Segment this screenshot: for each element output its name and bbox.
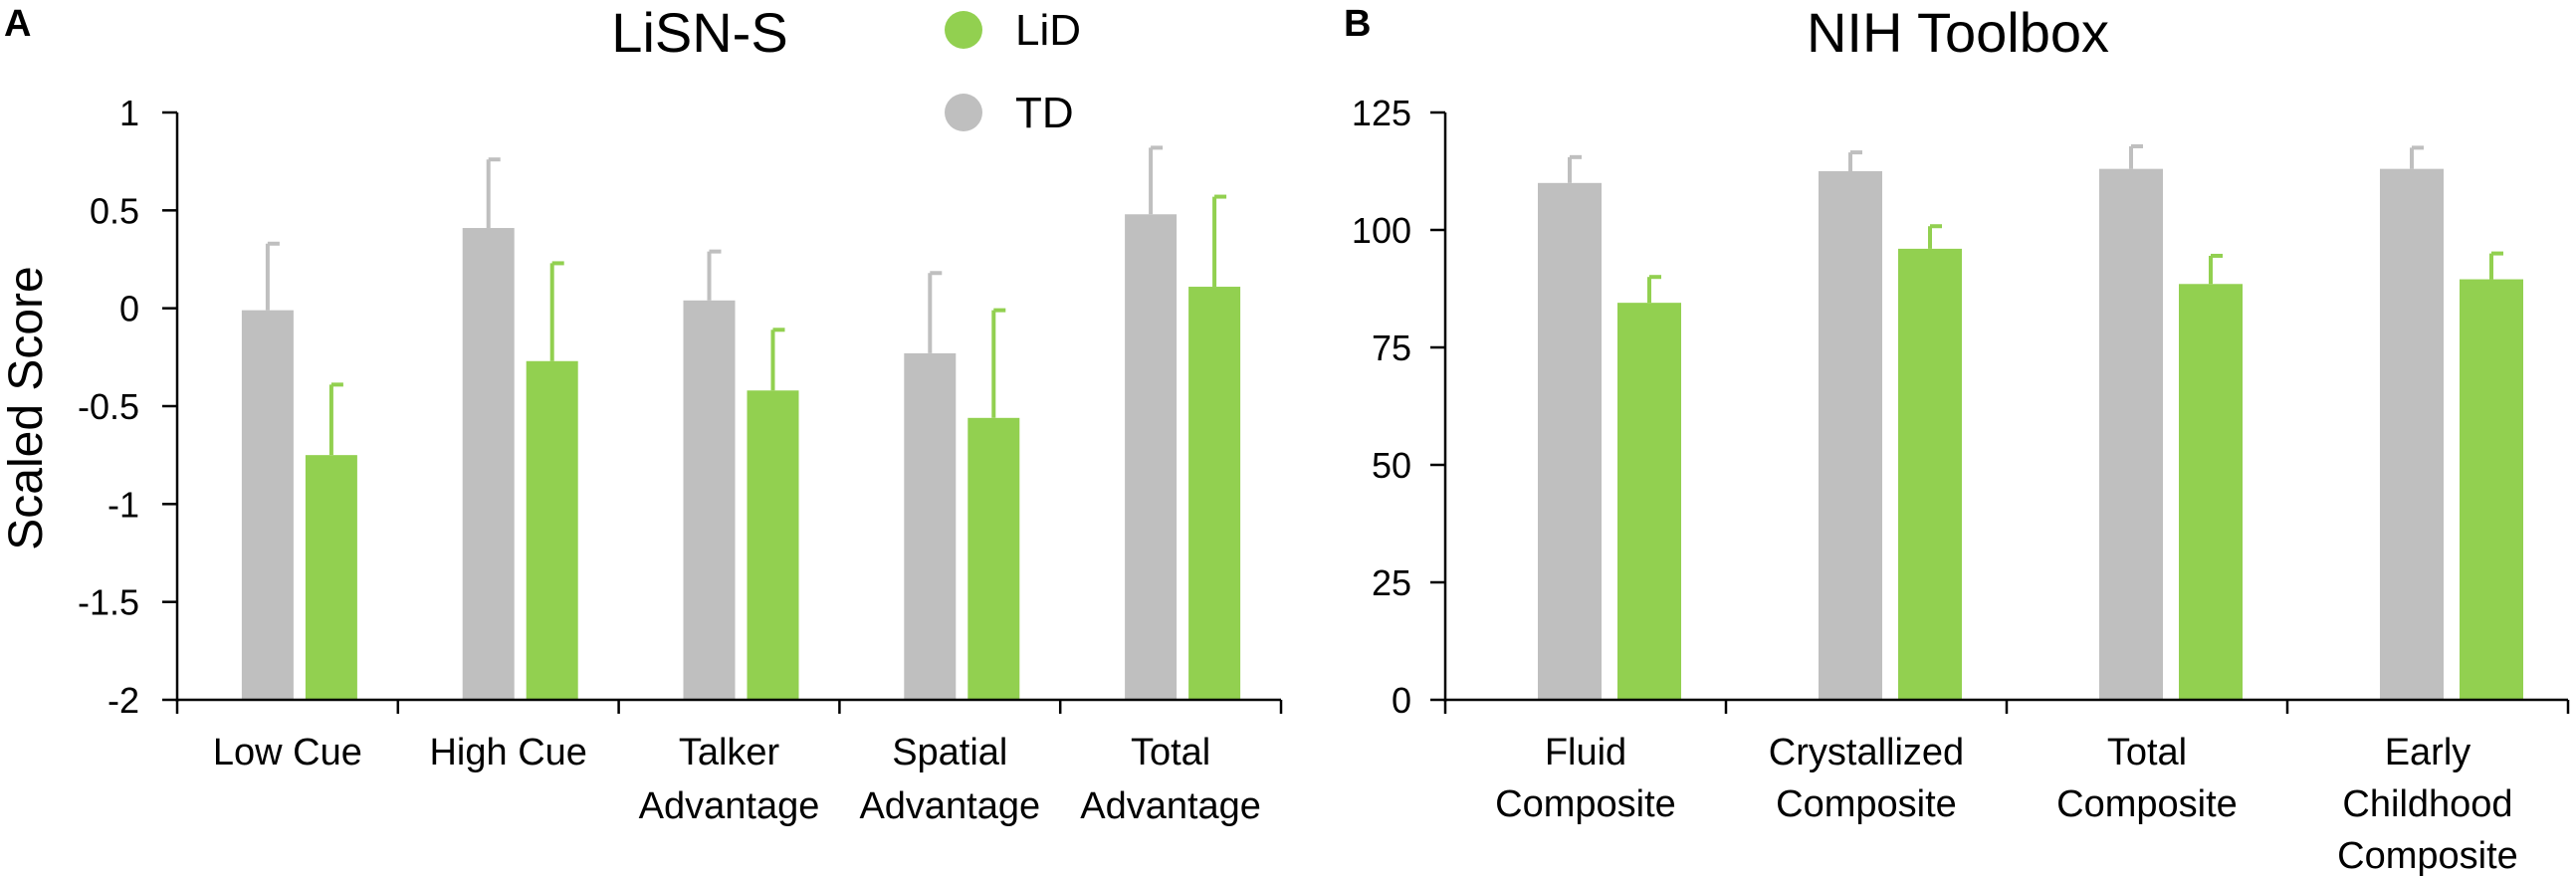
bar-td-2 [683, 300, 736, 700]
bar-td-1 [462, 228, 515, 701]
panel-a-chart: 1 0.5 0 -0.5 -1 -1.5 -2 Low Cue High Cue Talker Ad… [78, 93, 1283, 827]
y-tick-label-2: 75 [1372, 328, 1411, 368]
y-tick-label-3: -0.5 [78, 386, 139, 427]
y-tick-label-4: -1 [107, 484, 139, 525]
bar-lid-0 [1617, 303, 1681, 700]
y-tick-label-3: 50 [1372, 445, 1411, 486]
category-label-1-1: Composite [1776, 783, 1957, 825]
bar-td-2 [2099, 168, 2163, 700]
y-tick-label-2: 0 [119, 289, 139, 329]
category-label-3-2: Composite [2337, 835, 2518, 877]
bar-lid-1 [526, 360, 578, 700]
bar-td-3 [2380, 168, 2444, 700]
y-tick-label-0: 1 [119, 93, 139, 133]
y-tick-label-1: 100 [1352, 210, 1411, 251]
bar-td-1 [1819, 171, 1882, 700]
bar-lid-3 [967, 417, 1020, 700]
panel-a-title: LiSN-S [611, 1, 787, 64]
panel-b-title: NIH Toolbox [1807, 1, 2109, 64]
y-tick-label-5: 0 [1392, 680, 1411, 721]
category-label-4-1: Advantage [1080, 785, 1261, 827]
bar-td-4 [1125, 214, 1178, 700]
legend-td-label: TD [1015, 89, 1074, 137]
panel-a-y-axis-label: Scaled Score [0, 266, 53, 550]
category-label-2-0: Total [2107, 732, 2187, 773]
legend: LiD TD [945, 6, 1081, 137]
y-tick-label-1: 0.5 [90, 190, 139, 231]
category-label-1-0: Crystallized [1769, 732, 1964, 773]
category-label-3-0: Spatial [892, 732, 1007, 773]
bar-lid-1 [1898, 248, 1962, 700]
bar-lid-3 [2460, 279, 2523, 700]
legend-lid-label: LiD [1015, 6, 1081, 55]
panel-a-label: A [4, 3, 31, 45]
category-label-3-1: Advantage [859, 785, 1040, 827]
bar-td-0 [1538, 182, 1602, 701]
bar-lid-2 [2179, 284, 2243, 700]
category-label-3-1: Childhood [2342, 783, 2512, 825]
category-label-3-0: Early [2385, 732, 2471, 773]
y-tick-label-6: -2 [107, 680, 139, 721]
bar-lid-0 [305, 455, 357, 700]
category-label-2-1: Composite [2056, 783, 2238, 825]
legend-lid-marker [945, 11, 982, 49]
panel-b-label: B [1344, 3, 1371, 45]
bar-lid-4 [1188, 287, 1241, 700]
category-label-0-0: Low Cue [213, 732, 362, 773]
legend-td-marker [945, 94, 982, 131]
bar-lid-2 [747, 390, 799, 700]
category-label-1-0: High Cue [429, 732, 586, 773]
category-label-2-0: Talker [679, 732, 780, 773]
category-label-0-0: Fluid [1545, 732, 1626, 773]
panel-b-chart: 125 100 75 50 25 0 Fluid Composite Crystallized C… [1352, 93, 2570, 877]
category-label-0-1: Composite [1495, 783, 1676, 825]
category-label-4-0: Total [1131, 732, 1210, 773]
y-tick-label-4: 25 [1372, 562, 1411, 603]
category-label-2-1: Advantage [639, 785, 820, 827]
y-tick-label-0: 125 [1352, 93, 1411, 133]
y-tick-label-5: -1.5 [78, 582, 139, 623]
bar-td-3 [904, 352, 957, 700]
bar-td-0 [241, 310, 294, 700]
